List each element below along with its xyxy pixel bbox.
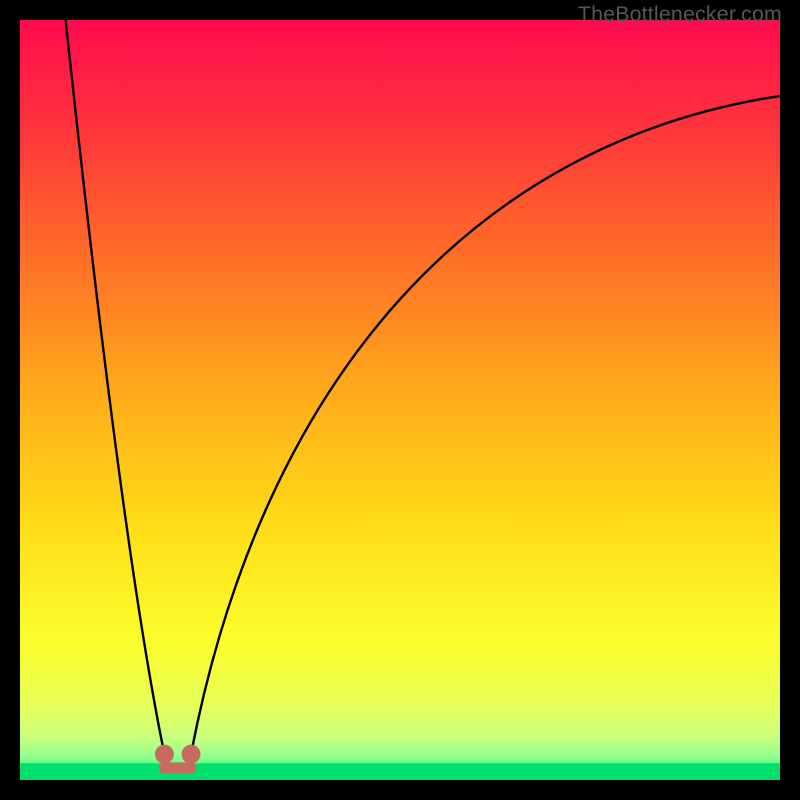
dip-marker-1	[182, 745, 201, 764]
curve-overlay	[20, 20, 780, 780]
curve-right-branch	[191, 96, 780, 754]
dip-marker-0	[155, 745, 174, 764]
watermark-text: TheBottlenecker.com	[578, 2, 782, 27]
green-band	[20, 763, 780, 780]
chart-frame: TheBottlenecker.com	[0, 0, 800, 800]
curve-left-branch	[66, 20, 165, 754]
plot-area	[20, 20, 780, 780]
